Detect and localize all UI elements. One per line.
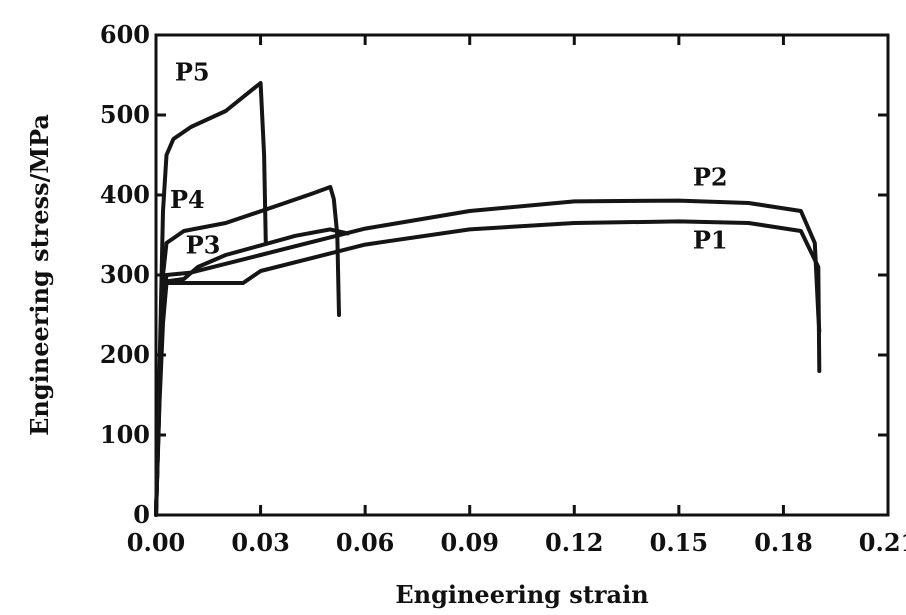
x-tick-label: 0.06 bbox=[336, 528, 394, 557]
y-tick-label: 500 bbox=[100, 100, 150, 129]
series-label-p1: P1 bbox=[693, 226, 728, 255]
y-tick-label: 400 bbox=[100, 180, 150, 209]
series-line-p1 bbox=[154, 219, 822, 517]
x-tick-label: 0.09 bbox=[440, 528, 498, 557]
x-tick-label: 0.00 bbox=[127, 528, 185, 557]
series-label-p5: P5 bbox=[175, 58, 210, 87]
x-tick-label: 0.21 bbox=[859, 528, 906, 557]
series-label-p2: P2 bbox=[693, 162, 728, 191]
plot-frame bbox=[154, 33, 890, 517]
series-line-p4 bbox=[154, 185, 341, 517]
y-tick-label: 600 bbox=[100, 20, 150, 49]
series-label-p3: P3 bbox=[186, 230, 221, 259]
x-axis-title: Engineering strain bbox=[395, 580, 648, 609]
x-tick-label: 0.12 bbox=[545, 528, 603, 557]
series-label-p4: P4 bbox=[170, 185, 205, 214]
y-tick-label: 0 bbox=[133, 500, 150, 529]
x-tick-label: 0.03 bbox=[231, 528, 289, 557]
y-tick-label: 100 bbox=[100, 420, 150, 449]
x-tick-label: 0.18 bbox=[754, 528, 812, 557]
y-tick-label: 200 bbox=[100, 340, 150, 369]
y-axis-title: Engineering stress/MPa bbox=[25, 114, 54, 436]
y-tick-label: 300 bbox=[100, 260, 150, 289]
series-line-p5 bbox=[154, 81, 268, 517]
x-tick-label: 0.15 bbox=[650, 528, 708, 557]
